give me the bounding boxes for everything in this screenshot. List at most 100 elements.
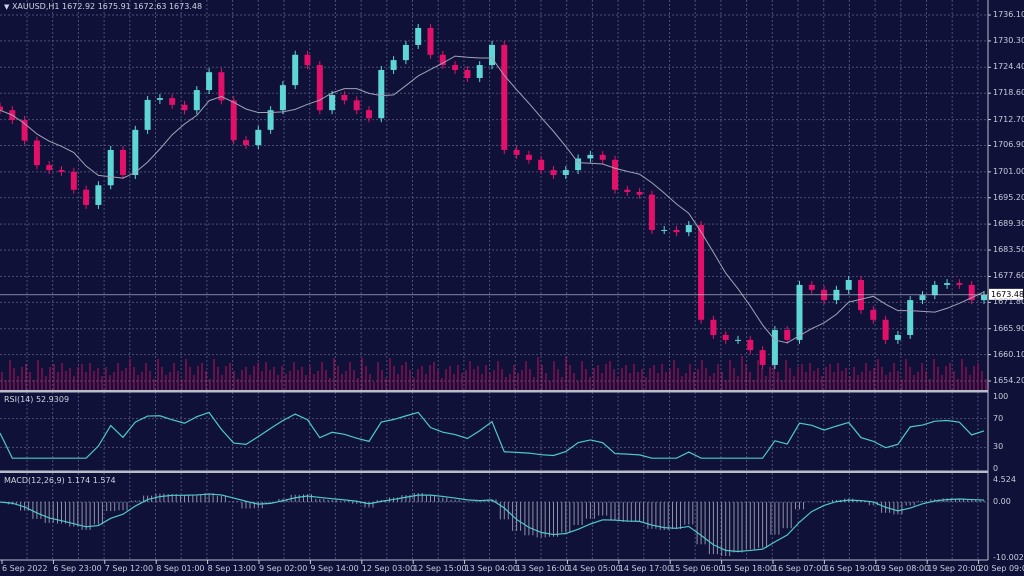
- candle-body: [956, 283, 963, 285]
- candle-body: [710, 319, 717, 335]
- time-tick-label: 7 Sep 12:00: [104, 564, 154, 573]
- candle-body: [907, 300, 914, 335]
- time-tick-label: 15 Sep 06:00: [670, 564, 724, 573]
- candle-body: [329, 94, 336, 111]
- time-tick-label: 16 Sep 07:00: [773, 564, 827, 573]
- candle-body: [685, 225, 692, 233]
- close-value: 1673.48: [168, 2, 203, 11]
- candle-body: [304, 54, 311, 66]
- triangle-down-icon[interactable]: ▼: [4, 3, 10, 11]
- time-tick-label: 19 Sep 20:00: [927, 564, 981, 573]
- current-price-label: 1673.48: [991, 289, 1024, 299]
- candle-body: [870, 309, 877, 320]
- candle-body: [0, 106, 3, 111]
- candle-body: [796, 284, 803, 340]
- candle-body: [550, 170, 557, 175]
- price-tick-label: 1677.60: [993, 271, 1024, 281]
- time-tick-label: 9 Sep 02:00: [259, 564, 308, 573]
- price-tick-label: 1695.20: [993, 192, 1024, 202]
- symbol-label: XAUUSD,H1: [11, 2, 60, 11]
- candle-body: [981, 294, 987, 301]
- candle-body: [808, 284, 815, 290]
- candle-body: [316, 65, 323, 111]
- candle-body: [107, 149, 114, 186]
- candle-body: [378, 69, 385, 119]
- panel-separator: [0, 390, 988, 393]
- candle-body: [599, 154, 606, 160]
- candle-body: [931, 284, 938, 296]
- macd-level-label: 0.00: [993, 497, 1011, 506]
- candle-body: [575, 158, 582, 171]
- time-tick-label: 8 Sep 13:00: [207, 564, 256, 573]
- rsi-label: RSI(14) 52.9309: [4, 395, 70, 404]
- candle-body: [673, 229, 680, 233]
- candle-body: [562, 170, 569, 175]
- time-tick-label: 13 Sep 04:00: [464, 564, 518, 573]
- candle-body: [353, 100, 360, 111]
- candle-body: [218, 72, 225, 101]
- rsi-line: [0, 411, 985, 459]
- candle-body: [722, 334, 729, 340]
- time-tick-label: 19 Sep 08:00: [875, 564, 930, 573]
- price-tick-label: 1718.60: [993, 88, 1024, 98]
- candle-body: [636, 191, 643, 195]
- candle-body: [489, 44, 495, 66]
- candle-body: [464, 69, 471, 79]
- price-tick-label: 1689.30: [993, 219, 1024, 229]
- candle-body: [230, 100, 237, 141]
- candle-body: [735, 339, 741, 341]
- candle-body: [525, 154, 532, 160]
- price-tick-label: 1683.50: [993, 245, 1024, 255]
- candle-body: [46, 165, 53, 171]
- price-tick-label: 1712.70: [993, 114, 1024, 124]
- candle-body: [624, 189, 631, 192]
- candle-body: [366, 110, 372, 119]
- macd-label: MACD(12,26,9) 1.174 1.574: [4, 476, 116, 485]
- high-value: 1675.91: [97, 2, 131, 11]
- open-value: 1672.92: [62, 2, 96, 11]
- rsi-level-label: 0: [993, 464, 999, 473]
- candle-body: [402, 44, 409, 61]
- time-tick-label: 15 Sep 18:00: [721, 564, 775, 573]
- rsi-level-label: 70: [993, 413, 1004, 423]
- candle-body: [845, 280, 852, 290]
- candle-body: [58, 170, 65, 172]
- candle-body: [771, 330, 778, 365]
- price-tick-label: 1724.40: [993, 62, 1024, 72]
- candle-body: [156, 98, 163, 100]
- candle-body: [132, 129, 139, 175]
- time-tick-label: 6 Sep 2022: [2, 564, 48, 573]
- candle-body: [292, 54, 299, 86]
- candle-body: [169, 98, 176, 105]
- candle-body: [747, 339, 754, 351]
- candle-body: [21, 120, 28, 141]
- candle-body: [243, 140, 249, 146]
- candle-body: [193, 90, 200, 111]
- candle-body: [255, 129, 262, 146]
- price-tick-label: 1660.10: [993, 349, 1024, 359]
- macd-level-label: -10.002: [993, 553, 1024, 562]
- candle-body: [894, 334, 901, 340]
- time-tick-label: 20 Sep 09:00: [978, 564, 1024, 573]
- candle-body: [759, 350, 766, 365]
- candle-body: [661, 229, 668, 231]
- candle-body: [70, 171, 77, 190]
- candle-body: [120, 149, 126, 175]
- time-tick-label: 12 Sep 03:00: [361, 564, 416, 573]
- price-tick-label: 1665.90: [993, 323, 1024, 333]
- candle-body: [181, 104, 188, 111]
- time-tick-label: 8 Sep 01:00: [156, 564, 205, 573]
- candle-body: [452, 65, 459, 70]
- rsi-level-label: 100: [993, 392, 1009, 401]
- candle-body: [427, 27, 434, 55]
- candle-body: [415, 27, 422, 45]
- candle-body: [501, 44, 508, 150]
- candle-body: [267, 110, 274, 130]
- candle-body: [919, 295, 926, 301]
- candle-body: [538, 159, 545, 171]
- price-tick-label: 1706.90: [993, 140, 1024, 150]
- candle-body: [341, 94, 348, 101]
- low-value: 1672.63: [133, 2, 167, 11]
